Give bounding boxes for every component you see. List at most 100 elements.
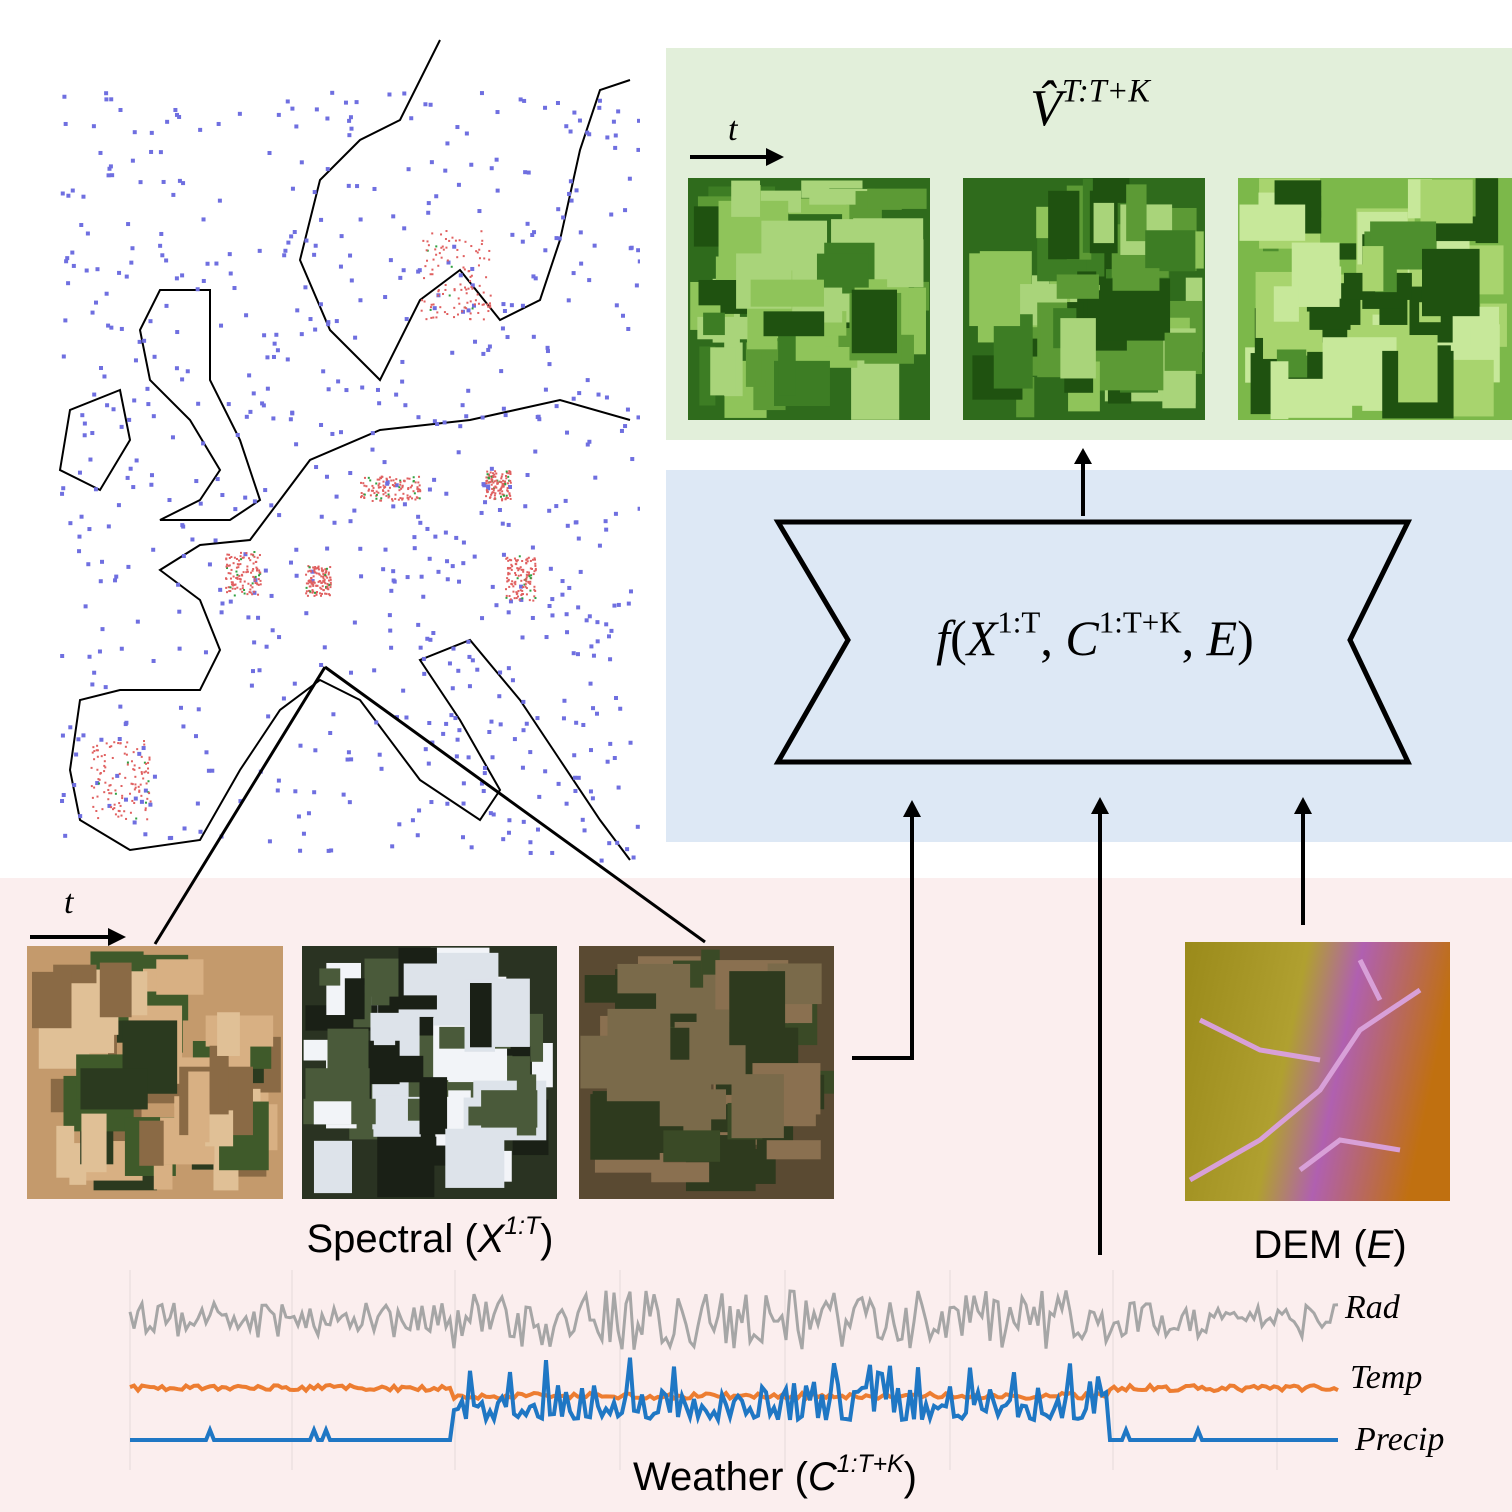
sample-dot	[470, 286, 473, 289]
sample-dot	[460, 835, 465, 840]
sample-dot	[407, 486, 410, 489]
sample-dot	[231, 581, 234, 584]
sample-dot	[235, 577, 238, 580]
sample-dot	[568, 179, 573, 184]
sample-dot	[360, 492, 363, 495]
sample-dot	[400, 359, 405, 364]
sample-dot	[441, 731, 446, 736]
sample-dot	[507, 484, 512, 489]
sample-dot	[310, 577, 313, 580]
sample-dot	[143, 832, 148, 837]
sample-dot	[371, 484, 374, 487]
sample-dot	[594, 711, 599, 716]
sample-dot	[532, 573, 535, 576]
sample-dot	[252, 562, 255, 565]
sample-dot	[577, 118, 582, 123]
sample-dot	[239, 580, 242, 583]
sample-dot	[506, 666, 511, 671]
sample-dot	[391, 214, 396, 219]
sample-dot	[377, 752, 382, 757]
sample-dot	[450, 265, 453, 268]
sample-dot	[132, 820, 137, 825]
sample-dot	[113, 578, 118, 583]
sample-dot	[252, 568, 255, 571]
sample-dot	[565, 630, 570, 635]
sample-dot	[137, 339, 142, 344]
sample-dot	[288, 560, 293, 565]
sample-dot	[140, 772, 143, 775]
sample-dot	[478, 257, 481, 260]
sample-dot	[347, 118, 352, 123]
sample-dot	[463, 306, 466, 309]
sample-dot	[572, 753, 577, 758]
label-part: V̂	[1030, 80, 1067, 137]
sample-dot	[403, 480, 406, 483]
sample-dot	[91, 751, 94, 754]
sample-dot	[99, 366, 104, 371]
sample-dot	[230, 581, 233, 584]
sample-dot	[367, 489, 370, 492]
sample-dot	[531, 274, 536, 279]
sample-dot	[431, 232, 434, 235]
sample-dot	[565, 430, 570, 435]
sample-dot	[443, 530, 448, 535]
sample-dot	[628, 740, 633, 745]
sample-dot	[311, 591, 314, 594]
sample-dot	[567, 191, 572, 196]
sample-dot	[470, 274, 473, 277]
sample-dot	[469, 300, 472, 303]
sample-dot	[230, 555, 233, 558]
sample-dot	[304, 611, 309, 616]
sample-dot	[325, 575, 328, 578]
sample-dot	[435, 316, 438, 319]
sample-dot	[286, 240, 291, 245]
sample-dot	[118, 772, 121, 775]
sample-dot	[445, 141, 450, 146]
sample-dot	[520, 303, 525, 308]
sample-dot	[171, 192, 176, 197]
sample-dot	[515, 597, 518, 600]
sample-dot	[307, 570, 310, 573]
sample-dot	[330, 90, 335, 95]
sample-dot	[312, 252, 317, 257]
sample-dot	[399, 497, 402, 500]
sample-dot	[115, 773, 120, 778]
sample-dot	[225, 586, 228, 589]
sample-dot	[207, 562, 212, 567]
sample-dot	[257, 593, 260, 596]
sample-dot	[451, 236, 454, 239]
sample-dot	[317, 580, 320, 583]
sample-dot	[426, 201, 431, 206]
sample-dot	[375, 497, 378, 500]
sample-dot	[103, 685, 108, 690]
sample-dot	[296, 814, 301, 819]
sample-dot	[92, 746, 95, 749]
sample-dot	[225, 558, 228, 561]
sample-dot	[431, 631, 436, 636]
sample-dot	[347, 800, 352, 805]
sample-dot	[401, 268, 406, 273]
sample-dot	[426, 240, 429, 243]
sample-dot	[616, 602, 621, 607]
sample-dot	[227, 252, 232, 257]
image-tiles	[27, 178, 1512, 1201]
sample-dot	[228, 556, 231, 559]
sample-dot	[550, 613, 555, 618]
sample-dot	[471, 303, 476, 308]
sample-dot	[466, 388, 471, 393]
sample-dot	[313, 594, 316, 597]
sample-dot	[505, 335, 510, 340]
sample-dot	[151, 658, 156, 663]
sample-dot	[61, 354, 66, 359]
sample-dot	[489, 466, 494, 471]
sample-dot	[181, 724, 186, 729]
sample-dot	[524, 721, 529, 726]
image-tile	[27, 946, 283, 1199]
sample-dot	[483, 500, 488, 505]
sample-dot	[383, 295, 388, 300]
sample-dot	[125, 753, 128, 756]
sample-dot	[214, 261, 219, 266]
sample-dot	[370, 489, 373, 492]
sample-dot	[232, 562, 235, 565]
sample-dot	[461, 540, 466, 545]
